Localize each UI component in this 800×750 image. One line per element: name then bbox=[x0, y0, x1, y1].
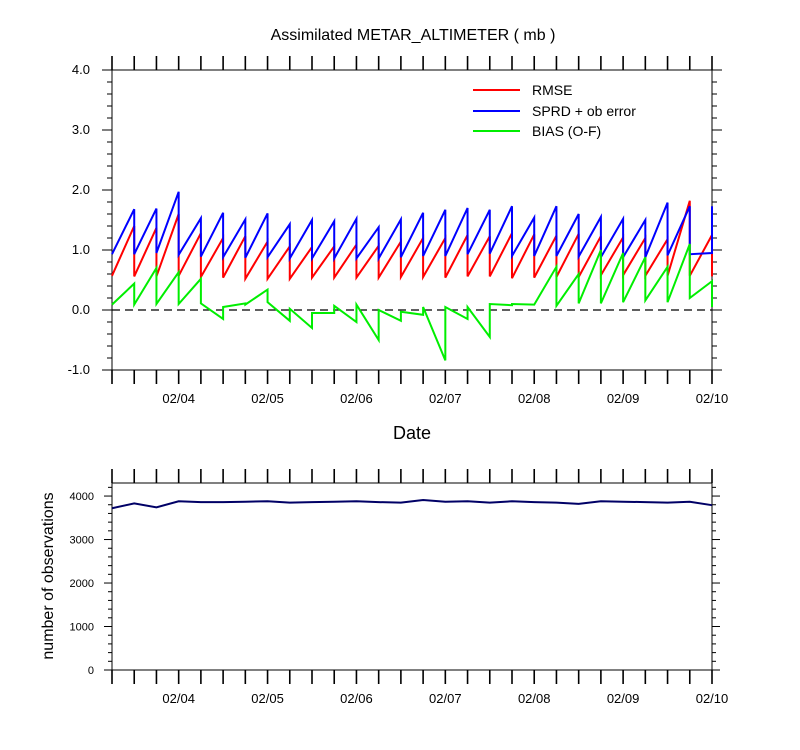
obs-plot-x-tick-label: 02/09 bbox=[607, 691, 640, 706]
rmse-plot-y-tick-label: -1.0 bbox=[68, 362, 90, 377]
obs-plot-y-tick-label: 0 bbox=[88, 665, 94, 677]
rmse-plot-x-tick-label: 02/06 bbox=[340, 391, 373, 406]
rmse-plot-y-tick-label: 0.0 bbox=[72, 302, 90, 317]
obs-plot-y-tick-label: 1000 bbox=[70, 622, 94, 634]
obs-plot-y-tick-label: 3000 bbox=[70, 535, 94, 547]
rmse-plot-x-tick-label: 02/10 bbox=[696, 391, 729, 406]
sprd-series-line bbox=[111, 191, 713, 263]
rmse-plot-y-tick-label: 4.0 bbox=[72, 62, 90, 77]
rmse-plot-x-tick-label: 02/07 bbox=[429, 391, 462, 406]
legend-label-sprd: SPRD + ob error bbox=[532, 103, 636, 119]
bias-series-line bbox=[111, 243, 713, 361]
legend-label-bias: BIAS (O-F) bbox=[532, 123, 601, 139]
rmse-plot-x-tick-label: 02/09 bbox=[607, 391, 640, 406]
rmse-plot-y-tick-label: 1.0 bbox=[72, 242, 90, 257]
rmse-plot-x-tick-label: 02/08 bbox=[518, 391, 551, 406]
observations-series-line bbox=[111, 498, 713, 510]
obs-plot-x-tick-label: 02/07 bbox=[429, 691, 462, 706]
legend: RMSE SPRD + ob error BIAS (O-F) bbox=[473, 82, 636, 139]
obs-plot-x-tick-label: 02/08 bbox=[518, 691, 551, 706]
rmse-plot-x-tick-label: 02/05 bbox=[251, 391, 284, 406]
y-axis-label-observations: number of observations bbox=[40, 492, 57, 659]
obs-plot-y-tick-label: 2000 bbox=[70, 578, 94, 590]
obs-plot-plot-frame bbox=[111, 482, 713, 671]
obs-plot-x-tick-label: 02/05 bbox=[251, 691, 284, 706]
obs-plot-x-tick-label: 02/10 bbox=[696, 691, 729, 706]
rmse-plot-y-tick-label: 2.0 bbox=[72, 182, 90, 197]
chart-title: Assimilated METAR_ALTIMETER ( mb ) bbox=[271, 27, 556, 44]
obs-plot-x-tick-label: 02/06 bbox=[340, 691, 373, 706]
rmse-plot-y-tick-label: 3.0 bbox=[72, 122, 90, 137]
legend-label-rmse: RMSE bbox=[532, 82, 572, 98]
rmse-series-line bbox=[111, 200, 713, 283]
rmse-plot-x-tick-label: 02/04 bbox=[162, 391, 195, 406]
x-axis-label: Date bbox=[393, 423, 431, 443]
obs-plot-x-tick-label: 02/04 bbox=[162, 691, 195, 706]
obs-plot-y-tick-label: 4000 bbox=[70, 491, 94, 503]
